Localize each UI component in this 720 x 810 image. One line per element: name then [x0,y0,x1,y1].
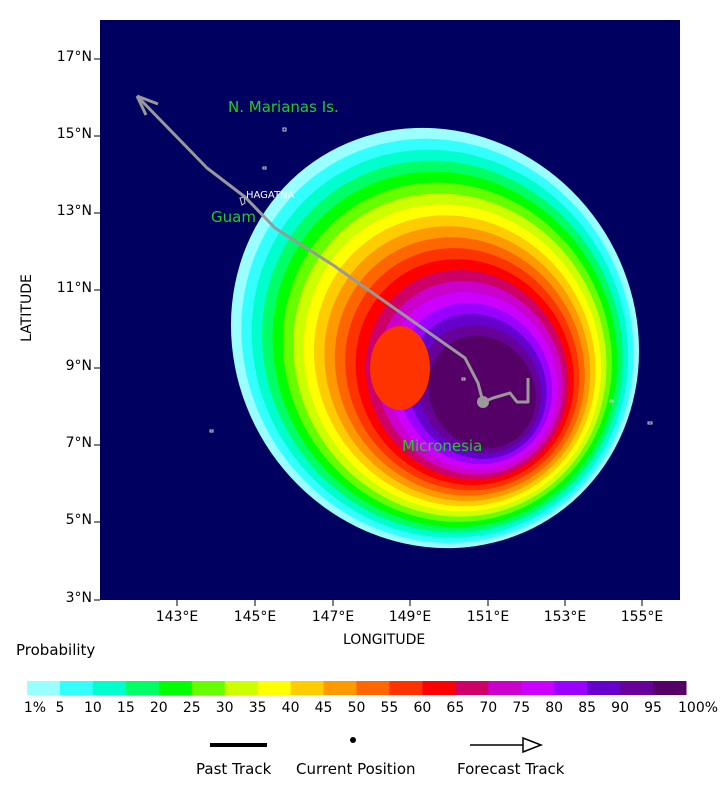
lon-tick-label: 155°E [620,609,664,625]
label-hagatna: HAGATNA [246,190,295,201]
lon-tick-label: 153°E [543,609,587,625]
label-n-marianas: N. Marianas Is. [228,98,339,116]
lat-tick-label: 9°N [65,358,92,374]
colorbar-tick-label: 70 [479,700,498,716]
current-position-legend-dot [350,737,356,743]
lon-tick-label: 145°E [233,609,277,625]
lon-tick-label: 147°E [311,609,355,625]
lat-tick-label: 3°N [65,590,92,606]
lat-tick-label: 7°N [65,435,92,451]
colorbar-swatch [27,681,61,695]
lon-tick-label: 151°E [466,609,510,625]
colorbar-tick-label: 85 [578,700,597,716]
colorbar-swatch [620,681,654,695]
colorbar-swatch [653,681,687,695]
label-guam: Guam [211,208,256,226]
y-axis-label: LATITUDE [18,274,35,342]
colorbar-swatch [323,681,357,695]
colorbar-tick-label: 35 [248,700,267,716]
colorbar-tick-label: 10 [83,700,102,716]
saipan-island [282,127,287,132]
probability-contours [230,127,640,549]
guam-island [239,196,246,206]
forecast-arrow-head [135,94,159,116]
probability-colorbar [27,681,687,695]
x-axis-label: LONGITUDE [343,632,426,648]
colorbar-swatch [59,681,94,695]
lat-tick-label: 11°N [56,280,92,296]
lat-tick-label: 15°N [56,126,92,142]
colorbar-swatch [455,681,489,695]
past-track-line [482,378,530,404]
small-island [647,421,653,425]
current-position-legend-label: Current Position [296,760,416,778]
forecast-track-legend-arrow [470,736,544,754]
axis-ticks [94,58,643,606]
colorbar-tick-label: 50 [347,700,366,716]
colorbar-swatch [92,681,127,695]
colorbar-tick-label: 30 [215,700,234,716]
small-island [461,377,466,381]
colorbar-tick-label: 60 [413,700,432,716]
colorbar-tick-label: 25 [182,700,201,716]
colorbar-swatch [488,681,522,695]
small-island [209,429,214,433]
lat-tick-label: 17°N [56,49,92,65]
colorbar-swatch [521,681,555,695]
colorbar-tick-label: 20 [149,700,168,716]
colorbar-tick-label: 15 [116,700,135,716]
colorbar-swatch [587,681,621,695]
colorbar-tick-label: 80 [545,700,564,716]
colorbar-swatch [125,681,160,695]
small-island [609,399,614,403]
label-micronesia: Micronesia [402,437,482,455]
colorbar-title: Probability [16,641,96,659]
colorbar-swatch [290,681,325,695]
colorbar-swatch [191,681,226,695]
lat-tick-label: 5°N [65,512,92,528]
colorbar-tick-label: 100% [678,700,719,716]
current-position-marker [477,396,489,408]
coastlines [209,127,653,433]
forecast-track-line [135,94,485,403]
colorbar-swatch [257,681,292,695]
past-track-legend-label: Past Track [196,760,272,778]
lon-tick-label: 143°E [155,609,199,625]
colorbar-swatch [554,681,588,695]
colorbar-tick-label: 90 [611,700,629,716]
lat-tick-label: 13°N [56,203,92,219]
colorbar-tick-label: 5 [55,700,65,716]
probability-band-notch [370,326,430,410]
colorbar-tick-label: 55 [380,700,399,716]
colorbar-tick-label: 95 [644,700,662,716]
colorbar-swatch [422,681,456,695]
colorbar-swatch [356,681,390,695]
storm-track [135,94,530,404]
colorbar-tick-label: 1% [23,700,47,716]
colorbar-tick-label: 40 [281,700,300,716]
probability-band [428,335,536,449]
colorbar-tick-label: 65 [446,700,465,716]
tinian-island [262,166,267,170]
lon-tick-label: 149°E [388,609,432,625]
forecast-track-legend-label: Forecast Track [457,760,565,778]
colorbar-swatch [158,681,193,695]
colorbar-swatch [389,681,423,695]
colorbar-swatch [224,681,259,695]
colorbar-tick-label: 75 [512,700,531,716]
colorbar-tick-label: 45 [314,700,333,716]
